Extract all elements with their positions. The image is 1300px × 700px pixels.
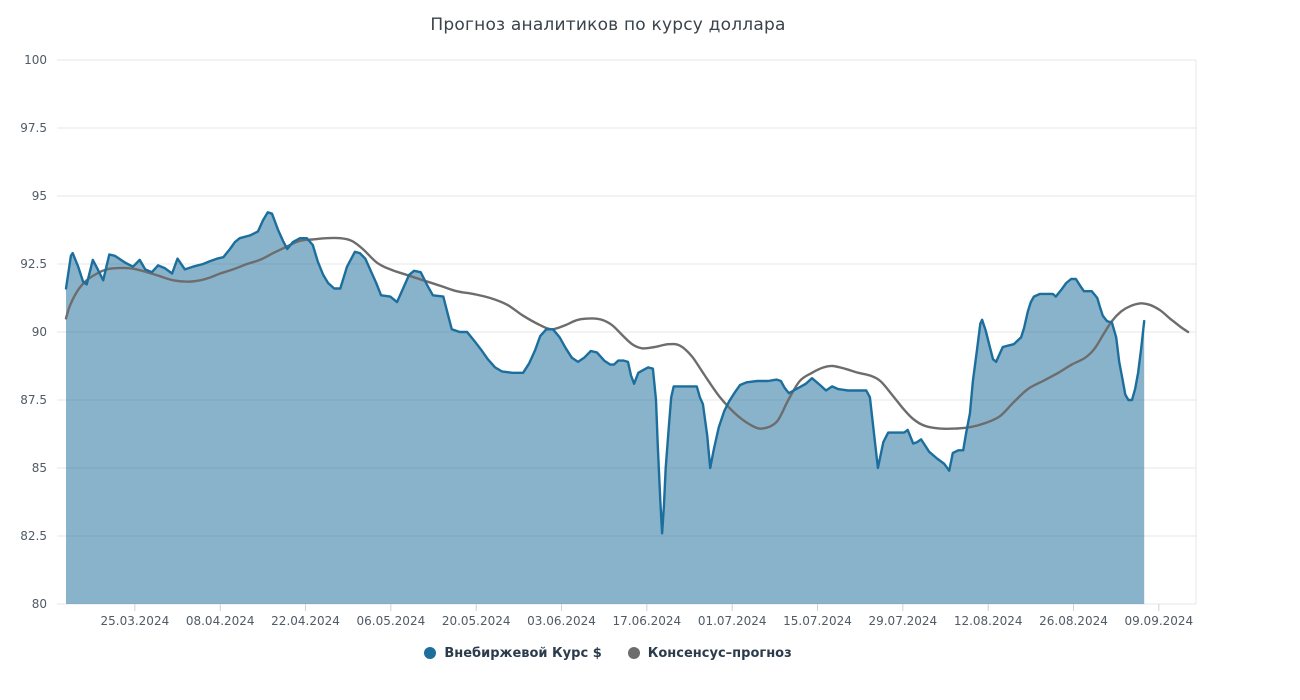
- x-axis-label: 22.04.2024: [271, 614, 340, 628]
- otc-rate-area[interactable]: [66, 212, 1145, 605]
- otc-rate-series-marker-icon: [424, 647, 437, 659]
- legend: Внебиржевой Курс $ Консенсус–прогноз: [0, 644, 1216, 662]
- x-axis-label: 06.05.2024: [357, 614, 426, 628]
- y-axis-label: 90: [32, 325, 47, 339]
- legend-item-consensus-forecast[interactable]: Консенсус–прогноз: [627, 645, 792, 661]
- y-axis-label: 92.5: [20, 257, 47, 271]
- legend-label-otc-rate: Внебиржевой Курс $: [444, 645, 602, 661]
- consensus-forecast-series-marker-icon: [627, 647, 640, 659]
- legend-item-otc-rate[interactable]: Внебиржевой Курс $: [424, 645, 602, 661]
- x-axis-label: 20.05.2024: [442, 614, 511, 628]
- x-axis-label: 12.08.2024: [954, 614, 1023, 628]
- y-axis-label: 85: [32, 461, 47, 475]
- y-axis-label: 95: [32, 189, 47, 203]
- x-axis-label: 29.07.2024: [868, 614, 937, 628]
- y-axis-label: 97.5: [20, 121, 47, 135]
- y-axis-label: 100: [24, 53, 47, 67]
- y-axis-label: 87.5: [20, 393, 47, 407]
- x-axis-label: 17.06.2024: [612, 614, 681, 628]
- x-axis-label: 26.08.2024: [1039, 614, 1108, 628]
- otc-rate-line[interactable]: [64, 211, 1146, 535]
- x-axis-label: 25.03.2024: [101, 614, 170, 628]
- legend-label-consensus-forecast: Консенсус–прогноз: [647, 645, 792, 661]
- consensus-forecast-line[interactable]: [64, 236, 1190, 431]
- x-axis-label: 01.07.2024: [698, 614, 767, 628]
- x-axis-label: 08.04.2024: [186, 614, 255, 628]
- y-axis-label: 82.5: [20, 529, 47, 543]
- x-axis-label: 15.07.2024: [783, 614, 852, 628]
- x-axis-label: 09.09.2024: [1124, 614, 1193, 628]
- x-axis-label: 03.06.2024: [527, 614, 596, 628]
- y-axis-label: 80: [32, 597, 47, 611]
- chart-title: Прогноз аналитиков по курсу доллара: [430, 15, 786, 35]
